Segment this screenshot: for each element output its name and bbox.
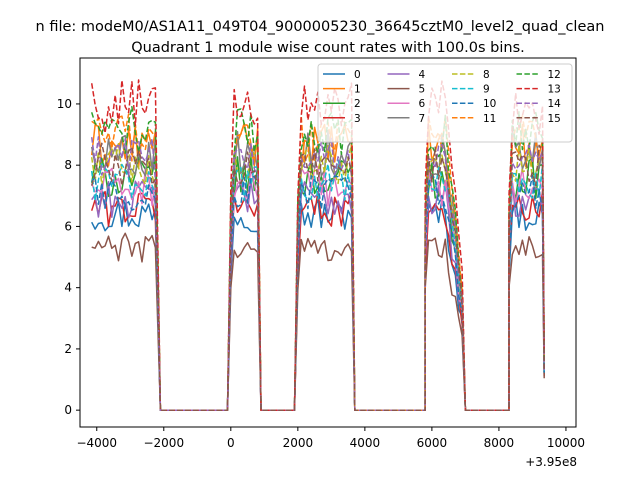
y-tick-label: 0	[64, 403, 72, 417]
legend-label-12: 12	[548, 69, 561, 81]
x-tick-label: 2000	[283, 436, 314, 450]
chart-title: Quadrant 1 module wise count rates with …	[131, 40, 525, 56]
legend-label-2: 2	[354, 98, 361, 110]
series-layer	[90, 79, 545, 411]
legend-label-14: 14	[548, 98, 562, 110]
legend-label-9: 9	[483, 84, 490, 96]
legend-label-1: 1	[354, 84, 361, 96]
x-tick-label: 10000	[547, 436, 585, 450]
series-line-14	[90, 136, 545, 411]
chart-suptitle: n file: modeM0/AS1A11_049T04_9000005230_…	[36, 19, 605, 35]
x-offset-label: +3.95e8	[525, 455, 577, 469]
legend-label-5: 5	[419, 84, 426, 96]
x-tick-label: 8000	[484, 436, 515, 450]
legend-label-15: 15	[548, 113, 561, 125]
x-tick-label: −2000	[143, 436, 184, 450]
y-axis: 0 2 4 6 8 10	[57, 97, 80, 417]
plot-frame	[79, 57, 577, 428]
x-tick-label: 6000	[417, 436, 448, 450]
legend-box	[317, 63, 573, 143]
x-axis: −4000 −2000 0 2000 4000 6000 8000 10000	[76, 427, 585, 450]
series-line-15	[90, 142, 545, 411]
y-tick-label: 4	[64, 281, 72, 295]
legend-label-0: 0	[354, 69, 361, 81]
x-tick-label: −4000	[76, 436, 117, 450]
legend-label-7: 7	[419, 113, 426, 125]
y-tick-label: 10	[57, 97, 72, 111]
x-tick-label: 4000	[350, 436, 381, 450]
y-tick-label: 8	[64, 158, 72, 172]
legend-label-13: 13	[548, 84, 561, 96]
x-tick-label: 0	[227, 436, 235, 450]
legend-label-10: 10	[483, 98, 496, 110]
legend-label-3: 3	[354, 113, 361, 125]
y-tick-label: 6	[64, 219, 72, 233]
y-tick-label: 2	[64, 342, 72, 356]
legend-label-11: 11	[483, 113, 496, 125]
legend-label-8: 8	[483, 69, 490, 81]
legend-label-6: 6	[419, 98, 426, 110]
legend-label-4: 4	[419, 69, 426, 81]
